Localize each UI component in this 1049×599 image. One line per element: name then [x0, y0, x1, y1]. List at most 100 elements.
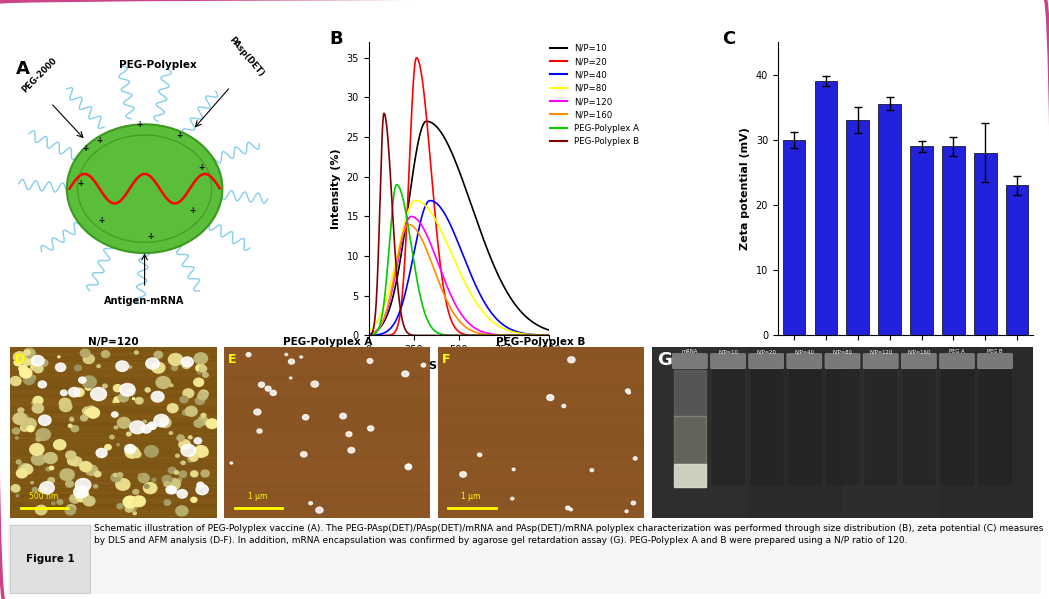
Bar	[903, 370, 935, 484]
Circle shape	[114, 397, 121, 402]
Bar	[10, 515, 217, 516]
Circle shape	[18, 464, 31, 474]
Bar	[10, 512, 217, 513]
Bar	[224, 501, 430, 504]
Text: N/P=120: N/P=120	[869, 349, 893, 354]
Circle shape	[29, 376, 36, 380]
Bar	[438, 354, 644, 358]
Circle shape	[30, 482, 34, 483]
Bar	[438, 378, 644, 382]
Circle shape	[113, 385, 122, 392]
Bar	[10, 453, 217, 455]
Circle shape	[254, 409, 261, 415]
Circle shape	[44, 453, 58, 464]
Bar	[224, 504, 430, 508]
Bar	[10, 383, 217, 385]
Bar	[10, 486, 217, 488]
Circle shape	[113, 474, 116, 476]
Bar	[1006, 186, 1028, 335]
Bar	[675, 370, 706, 416]
Circle shape	[97, 449, 107, 458]
Circle shape	[164, 500, 171, 506]
Circle shape	[150, 425, 156, 429]
Circle shape	[66, 480, 73, 487]
Circle shape	[22, 422, 29, 428]
FancyBboxPatch shape	[863, 353, 898, 369]
Bar	[10, 424, 217, 426]
Circle shape	[30, 364, 39, 370]
Circle shape	[83, 407, 92, 415]
Bar	[224, 419, 430, 422]
Circle shape	[146, 358, 159, 369]
Circle shape	[133, 489, 138, 494]
Circle shape	[16, 495, 19, 497]
Circle shape	[113, 401, 115, 403]
Circle shape	[36, 429, 50, 440]
Circle shape	[180, 396, 188, 403]
Circle shape	[166, 486, 175, 494]
Circle shape	[87, 407, 100, 418]
Bar	[438, 351, 644, 354]
Circle shape	[138, 473, 149, 482]
Text: F: F	[442, 353, 451, 365]
Bar	[224, 498, 430, 501]
Bar	[10, 452, 217, 453]
Bar	[438, 406, 644, 409]
Bar	[10, 458, 217, 460]
Bar	[941, 370, 972, 484]
Bar	[651, 347, 747, 518]
Bar	[10, 364, 217, 366]
Bar	[224, 474, 430, 477]
Circle shape	[33, 488, 38, 492]
Circle shape	[179, 471, 187, 477]
Bar	[438, 395, 644, 399]
Circle shape	[181, 357, 193, 367]
Circle shape	[14, 352, 26, 362]
Bar	[814, 81, 837, 335]
Circle shape	[74, 388, 84, 397]
Circle shape	[144, 483, 157, 494]
Circle shape	[402, 371, 409, 377]
Circle shape	[65, 507, 76, 515]
Bar	[224, 395, 430, 399]
Bar	[224, 361, 430, 364]
Circle shape	[168, 467, 176, 473]
Circle shape	[125, 446, 140, 458]
Text: +: +	[136, 120, 143, 129]
Text: C: C	[722, 30, 735, 48]
Circle shape	[133, 451, 141, 458]
Bar	[10, 496, 217, 498]
Bar	[10, 380, 217, 382]
Y-axis label: Intensity (%): Intensity (%)	[330, 149, 341, 229]
Circle shape	[13, 428, 20, 434]
Bar	[10, 489, 217, 491]
Bar	[438, 368, 644, 371]
Circle shape	[132, 496, 146, 507]
Bar	[10, 402, 217, 404]
Circle shape	[61, 390, 67, 395]
Circle shape	[164, 482, 170, 486]
Circle shape	[24, 376, 35, 385]
Bar	[10, 467, 217, 468]
Circle shape	[201, 413, 206, 418]
Circle shape	[19, 365, 27, 372]
Circle shape	[167, 479, 180, 489]
Circle shape	[80, 462, 92, 471]
Circle shape	[176, 506, 188, 516]
Bar	[10, 438, 217, 440]
Bar	[224, 488, 430, 491]
Circle shape	[94, 471, 101, 477]
Text: PEG-Polyplex: PEG-Polyplex	[120, 60, 197, 70]
Circle shape	[202, 451, 208, 456]
Circle shape	[562, 404, 565, 407]
Circle shape	[195, 397, 205, 404]
Text: N/P=20: N/P=20	[756, 349, 776, 354]
Circle shape	[181, 444, 195, 456]
Circle shape	[76, 491, 89, 502]
Bar	[224, 432, 430, 436]
Bar	[10, 436, 217, 438]
Circle shape	[117, 418, 130, 428]
Bar	[675, 464, 706, 488]
Bar	[224, 412, 430, 416]
Circle shape	[12, 485, 20, 492]
